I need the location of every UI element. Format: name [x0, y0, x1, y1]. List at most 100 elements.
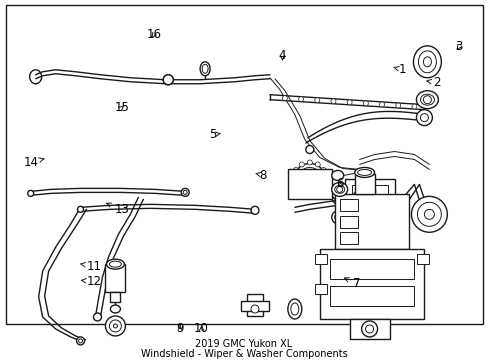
- Text: 10: 10: [194, 322, 208, 335]
- Circle shape: [282, 96, 287, 101]
- Ellipse shape: [290, 303, 298, 315]
- Ellipse shape: [334, 185, 344, 193]
- Circle shape: [299, 162, 304, 167]
- Circle shape: [379, 102, 384, 107]
- Bar: [319, 249, 424, 319]
- Ellipse shape: [202, 64, 208, 73]
- Ellipse shape: [331, 170, 343, 180]
- Circle shape: [363, 185, 375, 197]
- Circle shape: [306, 160, 312, 165]
- Ellipse shape: [294, 163, 324, 192]
- Circle shape: [314, 98, 319, 103]
- Text: 13: 13: [106, 203, 129, 216]
- Bar: [329, 259, 414, 279]
- Ellipse shape: [354, 167, 374, 177]
- Circle shape: [423, 96, 430, 104]
- Ellipse shape: [298, 167, 320, 188]
- Ellipse shape: [416, 91, 437, 109]
- Text: 15: 15: [114, 101, 129, 114]
- Circle shape: [323, 175, 327, 180]
- Ellipse shape: [287, 299, 301, 319]
- Circle shape: [395, 103, 400, 108]
- Circle shape: [163, 75, 173, 85]
- Bar: [344, 179, 394, 219]
- Text: 6: 6: [335, 177, 343, 190]
- Bar: [339, 232, 357, 244]
- Ellipse shape: [331, 183, 347, 196]
- Circle shape: [163, 75, 173, 85]
- Circle shape: [305, 145, 313, 153]
- Circle shape: [291, 175, 296, 180]
- Circle shape: [105, 316, 125, 336]
- Circle shape: [78, 206, 83, 212]
- Bar: [314, 254, 326, 264]
- Bar: [6, 5, 482, 324]
- Text: 14: 14: [23, 156, 44, 169]
- Circle shape: [315, 162, 320, 167]
- Ellipse shape: [331, 210, 347, 224]
- Bar: [105, 264, 125, 292]
- Text: 7: 7: [344, 277, 360, 290]
- Text: 4: 4: [278, 49, 285, 62]
- Text: 3: 3: [454, 40, 462, 53]
- Text: 2019 GMC Yukon XL: 2019 GMC Yukon XL: [195, 339, 292, 349]
- Ellipse shape: [420, 94, 433, 105]
- Bar: [110, 292, 120, 302]
- Circle shape: [93, 313, 101, 321]
- Bar: [351, 185, 387, 213]
- Bar: [314, 284, 326, 294]
- Circle shape: [183, 190, 187, 194]
- Text: 1: 1: [393, 63, 406, 76]
- Ellipse shape: [106, 259, 124, 269]
- Circle shape: [113, 324, 117, 328]
- Text: 12: 12: [81, 275, 102, 288]
- Ellipse shape: [418, 51, 435, 73]
- Bar: [241, 301, 268, 311]
- Circle shape: [77, 337, 84, 345]
- Ellipse shape: [200, 62, 210, 76]
- Ellipse shape: [413, 46, 441, 78]
- Circle shape: [181, 188, 189, 196]
- Ellipse shape: [357, 170, 371, 175]
- Bar: [354, 175, 374, 194]
- Bar: [329, 286, 414, 306]
- Circle shape: [321, 183, 325, 188]
- Circle shape: [346, 100, 351, 105]
- Bar: [334, 194, 408, 249]
- Circle shape: [250, 305, 259, 313]
- Circle shape: [361, 321, 377, 337]
- Circle shape: [250, 206, 259, 214]
- Text: 11: 11: [81, 260, 102, 273]
- Circle shape: [293, 167, 298, 172]
- Circle shape: [79, 339, 82, 343]
- Circle shape: [306, 190, 312, 195]
- Bar: [339, 216, 357, 228]
- Circle shape: [410, 196, 447, 232]
- Circle shape: [330, 99, 335, 104]
- Text: 2: 2: [426, 76, 440, 89]
- Ellipse shape: [110, 305, 120, 313]
- Circle shape: [293, 183, 298, 188]
- Text: 8: 8: [256, 168, 266, 181]
- Text: 5: 5: [209, 128, 220, 141]
- Circle shape: [420, 114, 427, 122]
- Circle shape: [28, 190, 34, 196]
- Bar: [339, 199, 357, 211]
- Circle shape: [363, 101, 367, 106]
- Circle shape: [416, 110, 431, 126]
- Circle shape: [376, 201, 382, 207]
- Bar: [417, 254, 428, 264]
- Circle shape: [298, 97, 303, 102]
- Ellipse shape: [109, 261, 121, 267]
- Circle shape: [411, 104, 416, 109]
- Circle shape: [109, 320, 121, 332]
- Ellipse shape: [423, 57, 430, 67]
- Circle shape: [417, 202, 441, 226]
- Bar: [349, 319, 389, 339]
- Text: 9: 9: [176, 322, 183, 335]
- Circle shape: [424, 209, 433, 219]
- Circle shape: [336, 186, 342, 192]
- Bar: [246, 294, 263, 316]
- Circle shape: [321, 167, 325, 172]
- Circle shape: [365, 325, 373, 333]
